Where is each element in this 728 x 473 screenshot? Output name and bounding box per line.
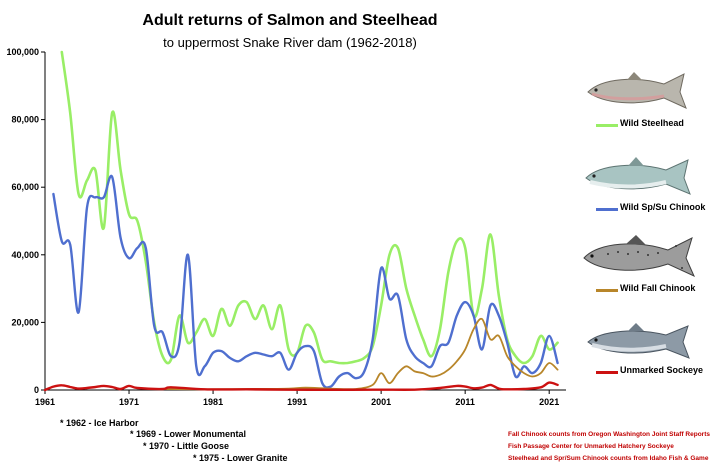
y-tick-label: 100,000: [6, 47, 39, 57]
x-tick-label: 1981: [203, 397, 223, 407]
axes: 0 20,000 40,000 60,000 80,000 100,000 1961 1971…: [6, 47, 566, 407]
legend-swatch-spsu: [596, 208, 618, 211]
legend-label-sockeye: Unmarked Sockeye: [620, 365, 704, 375]
chart-subtitle: to uppermost Snake River dam (1962-2018): [163, 35, 417, 50]
x-tick-label: 1971: [119, 397, 139, 407]
y-tick-label: 20,000: [11, 317, 39, 327]
x-tick-label: 2011: [455, 397, 475, 407]
sockeye-fish-icon: [587, 323, 690, 359]
y-tick-label: 80,000: [11, 115, 39, 125]
dam-note-little-goose: * 1970 - Little Goose: [143, 441, 230, 451]
series-line-wild-sp-su-chinook: [52, 174, 559, 389]
series-line-wild-fall-chinook: [161, 317, 559, 391]
series-line-wild-steelhead: [60, 50, 559, 365]
y-tick-label: 60,000: [11, 182, 39, 192]
legend-swatch-steelhead: [596, 124, 618, 127]
series-line-unmarked-sockeye: [43, 381, 559, 392]
chart-title: Adult returns of Salmon and Steelhead: [142, 12, 438, 29]
credit-sockeye: Fish Passage Center for Unmarked Hatcher…: [508, 443, 674, 450]
legend-swatch-sockeye: [596, 371, 618, 374]
series-layer: [43, 50, 559, 392]
legend-label-fall: Wild Fall Chinook: [620, 283, 696, 293]
y-tick-label: 40,000: [11, 250, 39, 260]
x-tick-label: 2001: [371, 397, 391, 407]
legend-label-steelhead: Wild Steelhead: [620, 118, 684, 128]
legend-label-spsu: Wild Sp/Su Chinook: [620, 202, 706, 212]
dam-note-ice-harbor: * 1962 - Ice Harbor: [60, 418, 139, 428]
credit-fall-chinook: Fall Chinook counts from Oregon Washingt…: [508, 431, 710, 438]
x-tick-label: 1961: [35, 397, 55, 407]
x-tick-label: 1991: [287, 397, 307, 407]
dam-note-lower-granite: * 1975 - Lower Granite: [193, 453, 288, 463]
x-tick-label: 2021: [539, 397, 559, 407]
y-tick-label: 0: [34, 385, 39, 395]
spring-chinook-fish-icon: [585, 157, 691, 195]
legend-swatch-fall: [596, 289, 618, 292]
steelhead-fish-icon: [587, 72, 687, 109]
fall-chinook-fish-icon: [583, 235, 695, 278]
dam-note-lower-monumental: * 1969 - Lower Monumental: [130, 429, 247, 439]
credit-steelhead-chinook: Steelhead and Spr/Sum Chinook counts fro…: [508, 455, 709, 462]
